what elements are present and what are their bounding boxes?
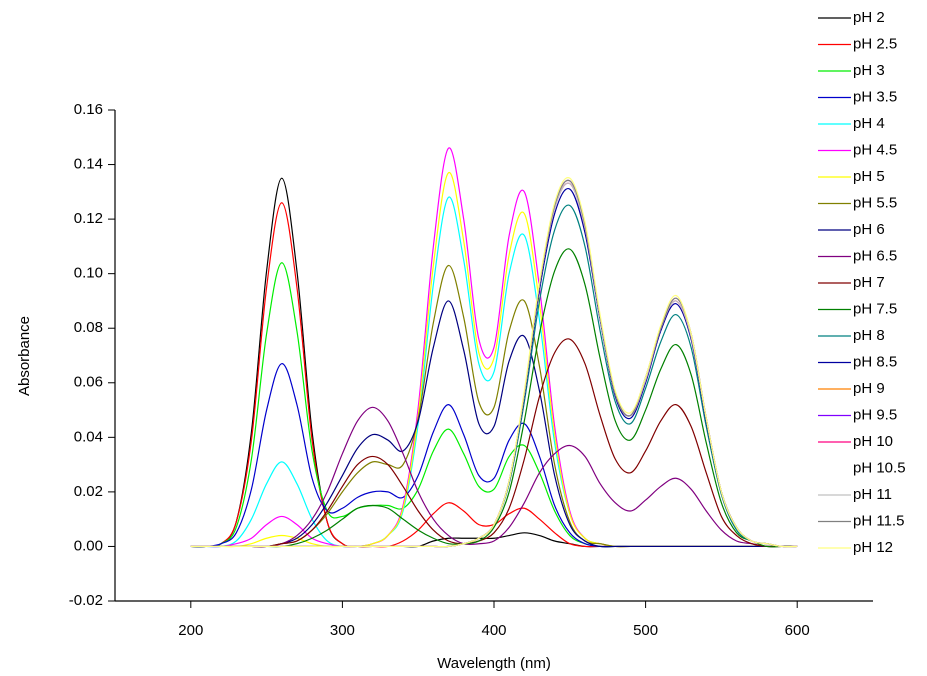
y-tick-label: 0.04 <box>74 428 103 445</box>
y-tick-label: 0.08 <box>74 319 103 336</box>
spectrum-line <box>190 182 798 548</box>
spectrum-line <box>190 262 798 548</box>
spectrum-line <box>190 300 798 548</box>
y-tick-label: 0.00 <box>74 537 103 554</box>
spectrum-line <box>190 187 798 548</box>
legend-label: pH 10.5 <box>853 459 906 476</box>
x-tick-label: 200 <box>178 622 203 639</box>
spectrum-line <box>190 338 798 548</box>
legend-label: pH 5 <box>853 168 885 185</box>
legend-label: pH 2.5 <box>853 35 897 52</box>
spectrum-line <box>190 363 798 548</box>
spectrum-line <box>190 202 798 548</box>
spectrum-line <box>190 182 798 548</box>
legend-label: pH 3 <box>853 62 885 79</box>
spectrum-line <box>190 147 798 548</box>
y-tick-label: 0.10 <box>74 265 103 282</box>
y-axis-label: Absorbance <box>16 316 33 396</box>
legend-label: pH 4.5 <box>853 141 897 158</box>
x-tick-label: 600 <box>785 622 810 639</box>
x-tick-label: 300 <box>330 622 355 639</box>
y-tick-label: -0.02 <box>69 592 103 609</box>
legend-label: pH 8.5 <box>853 353 897 370</box>
spectrum-line <box>190 248 798 548</box>
legend-label: pH 3.5 <box>853 88 897 105</box>
legend-label: pH 9 <box>853 380 885 397</box>
legend-label: pH 9.5 <box>853 406 897 423</box>
legend-label: pH 11 <box>853 486 892 503</box>
spectrum-line <box>190 177 798 548</box>
spectrum-line <box>190 172 798 548</box>
spectrum-line <box>190 177 798 548</box>
legend-label: pH 4 <box>853 115 885 132</box>
x-tick-label: 400 <box>481 622 506 639</box>
legend-label: pH 6 <box>853 221 885 238</box>
legend-label: pH 10 <box>853 433 893 450</box>
y-tick-label: 0.02 <box>74 483 103 500</box>
y-tick-label: 0.14 <box>74 156 103 173</box>
legend-label: pH 12 <box>853 539 893 556</box>
y-tick-label: 0.12 <box>74 210 103 227</box>
legend-label: pH 11.5 <box>853 512 904 529</box>
legend-label: pH 2 <box>853 9 885 26</box>
legend-label: pH 7.5 <box>853 300 897 317</box>
legend-label: pH 6.5 <box>853 247 897 264</box>
spectrum-line <box>190 406 798 548</box>
legend-label: pH 5.5 <box>853 194 897 211</box>
y-tick-label: 0.06 <box>74 374 103 391</box>
x-axis-label: Wavelength (nm) <box>437 655 551 672</box>
spectrum-line <box>190 204 798 548</box>
legend-label: pH 7 <box>853 274 885 291</box>
x-tick-label: 500 <box>633 622 658 639</box>
legend-label: pH 8 <box>853 327 885 344</box>
y-tick-label: 0.16 <box>74 101 103 118</box>
spectrum-line <box>190 196 798 548</box>
spectrum-line <box>190 264 798 548</box>
